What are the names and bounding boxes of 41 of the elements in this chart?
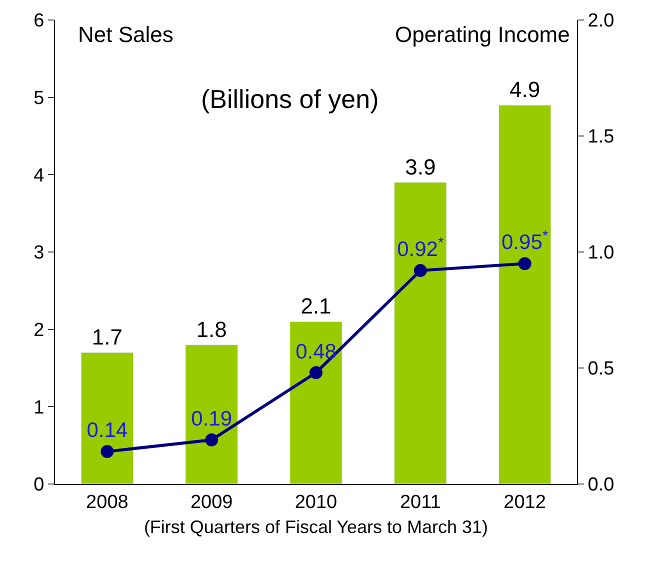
data-label: 0.92$^{*}$ (397, 235, 444, 262)
x-axis-title: (First Quarters of Fiscal Years to March 31) (144, 516, 488, 537)
data-label: 3.9 (405, 154, 436, 180)
y2-axis-title: Operating Income (395, 22, 570, 47)
point (414, 264, 427, 278)
bar (394, 182, 447, 484)
x-tick-label: 2009 (190, 492, 233, 513)
data-label: 0.95$^{*}$ (502, 228, 548, 254)
point (205, 433, 218, 446)
point (100, 445, 114, 458)
y-tick-label: 0 (34, 474, 44, 496)
x-tick-label: 2008 (86, 492, 128, 513)
y2-tick-label: 1.5 (588, 126, 614, 148)
data-label: 1.7 (92, 324, 122, 350)
y-tick-label: 1 (34, 397, 44, 418)
data-label: 0.19 (191, 408, 232, 431)
data-label: 4.9 (510, 77, 540, 102)
data-label: 0.48 (296, 340, 336, 364)
y-tick-label: 5 (34, 88, 44, 109)
point (310, 366, 322, 380)
x-tick-label: 2010 (294, 492, 338, 513)
y2-tick-label: 0.5 (588, 358, 614, 380)
y-tick-label: 4 (34, 165, 45, 186)
y-axis-title: Net Sales (78, 22, 174, 47)
bar (498, 104, 552, 484)
y-tick-label: 2 (34, 320, 44, 341)
x-tick-label: 2012 (504, 492, 546, 513)
y-tick-label: 6 (34, 10, 44, 32)
x-tick-label: 2011 (400, 492, 441, 513)
bar (290, 321, 342, 484)
bar (185, 344, 238, 484)
data-label: 0.14 (86, 419, 128, 442)
annotation: (Billions of yen) (201, 84, 379, 114)
data-label: 1.8 (196, 316, 227, 342)
y2-tick-label: 0.0 (588, 474, 614, 496)
bar (80, 352, 134, 484)
y2-tick-label: 2.0 (588, 10, 614, 32)
data-label: 2.1 (300, 294, 332, 319)
point (518, 257, 532, 270)
y-tick-label: 3 (34, 242, 44, 264)
y2-tick-label: 1.0 (588, 242, 614, 264)
